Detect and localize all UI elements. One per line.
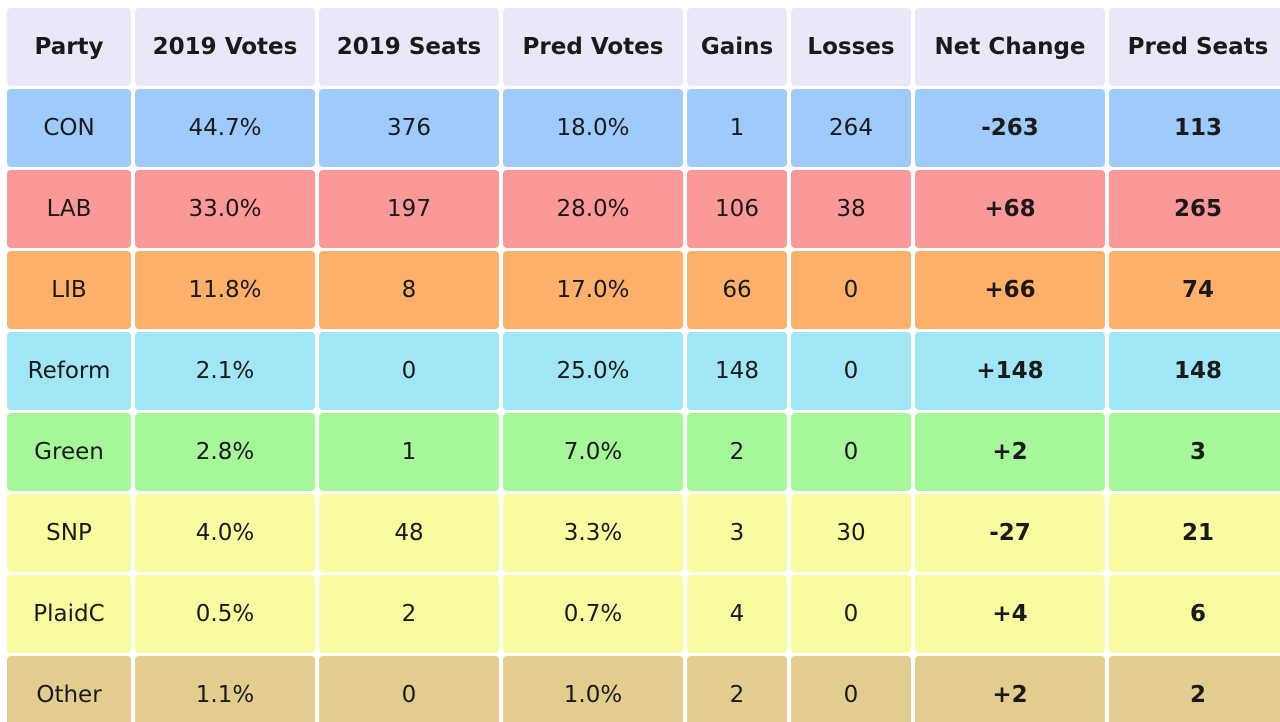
cell-votes2019: 1.1% — [135, 656, 315, 722]
column-header-seats2019: 2019 Seats — [319, 8, 499, 86]
cell-net-change: +4 — [915, 575, 1105, 653]
cell-party: Other — [7, 656, 131, 722]
cell-party: Green — [7, 413, 131, 491]
cell-party: PlaidC — [7, 575, 131, 653]
cell-losses: 30 — [791, 494, 911, 572]
column-header-losses: Losses — [791, 8, 911, 86]
cell-pred-seats: 2 — [1109, 656, 1280, 722]
cell-pred-votes: 0.7% — [503, 575, 683, 653]
cell-votes2019: 33.0% — [135, 170, 315, 248]
cell-pred-seats: 3 — [1109, 413, 1280, 491]
cell-votes2019: 0.5% — [135, 575, 315, 653]
cell-votes2019: 44.7% — [135, 89, 315, 167]
cell-net-change: -263 — [915, 89, 1105, 167]
cell-net-change: -27 — [915, 494, 1105, 572]
column-header-gains: Gains — [687, 8, 787, 86]
cell-pred-seats: 113 — [1109, 89, 1280, 167]
cell-net-change: +66 — [915, 251, 1105, 329]
cell-pred-seats: 265 — [1109, 170, 1280, 248]
cell-losses: 0 — [791, 251, 911, 329]
cell-losses: 264 — [791, 89, 911, 167]
cell-losses: 0 — [791, 575, 911, 653]
cell-pred-votes: 25.0% — [503, 332, 683, 410]
cell-seats2019: 197 — [319, 170, 499, 248]
cell-pred-votes: 17.0% — [503, 251, 683, 329]
cell-votes2019: 4.0% — [135, 494, 315, 572]
cell-net-change: +68 — [915, 170, 1105, 248]
cell-pred-seats: 6 — [1109, 575, 1280, 653]
cell-seats2019: 8 — [319, 251, 499, 329]
cell-votes2019: 2.8% — [135, 413, 315, 491]
cell-losses: 38 — [791, 170, 911, 248]
column-header-votes2019: 2019 Votes — [135, 8, 315, 86]
cell-gains: 2 — [687, 413, 787, 491]
cell-party: LIB — [7, 251, 131, 329]
column-header-party: Party — [7, 8, 131, 86]
cell-net-change: +148 — [915, 332, 1105, 410]
column-header-pred-seats: Pred Seats — [1109, 8, 1280, 86]
results-table: Party 2019 Votes 2019 Seats Pred Votes Gains… — [7, 8, 1280, 722]
cell-pred-votes: 7.0% — [503, 413, 683, 491]
cell-seats2019: 0 — [319, 332, 499, 410]
cell-seats2019: 0 — [319, 656, 499, 722]
cell-gains: 4 — [687, 575, 787, 653]
cell-net-change: +2 — [915, 413, 1105, 491]
cell-gains: 106 — [687, 170, 787, 248]
cell-party: LAB — [7, 170, 131, 248]
cell-seats2019: 1 — [319, 413, 499, 491]
cell-pred-seats: 21 — [1109, 494, 1280, 572]
cell-gains: 148 — [687, 332, 787, 410]
cell-party: CON — [7, 89, 131, 167]
cell-gains: 1 — [687, 89, 787, 167]
cell-net-change: +2 — [915, 656, 1105, 722]
cell-party: Reform — [7, 332, 131, 410]
cell-pred-votes: 28.0% — [503, 170, 683, 248]
cell-votes2019: 11.8% — [135, 251, 315, 329]
cell-pred-votes: 1.0% — [503, 656, 683, 722]
cell-gains: 2 — [687, 656, 787, 722]
cell-votes2019: 2.1% — [135, 332, 315, 410]
cell-losses: 0 — [791, 656, 911, 722]
cell-losses: 0 — [791, 332, 911, 410]
column-header-pred-votes: Pred Votes — [503, 8, 683, 86]
cell-pred-seats: 148 — [1109, 332, 1280, 410]
cell-pred-votes: 18.0% — [503, 89, 683, 167]
cell-gains: 66 — [687, 251, 787, 329]
cell-seats2019: 48 — [319, 494, 499, 572]
cell-seats2019: 376 — [319, 89, 499, 167]
cell-pred-seats: 74 — [1109, 251, 1280, 329]
cell-seats2019: 2 — [319, 575, 499, 653]
cell-party: SNP — [7, 494, 131, 572]
column-header-net-change: Net Change — [915, 8, 1105, 86]
cell-gains: 3 — [687, 494, 787, 572]
cell-pred-votes: 3.3% — [503, 494, 683, 572]
cell-losses: 0 — [791, 413, 911, 491]
